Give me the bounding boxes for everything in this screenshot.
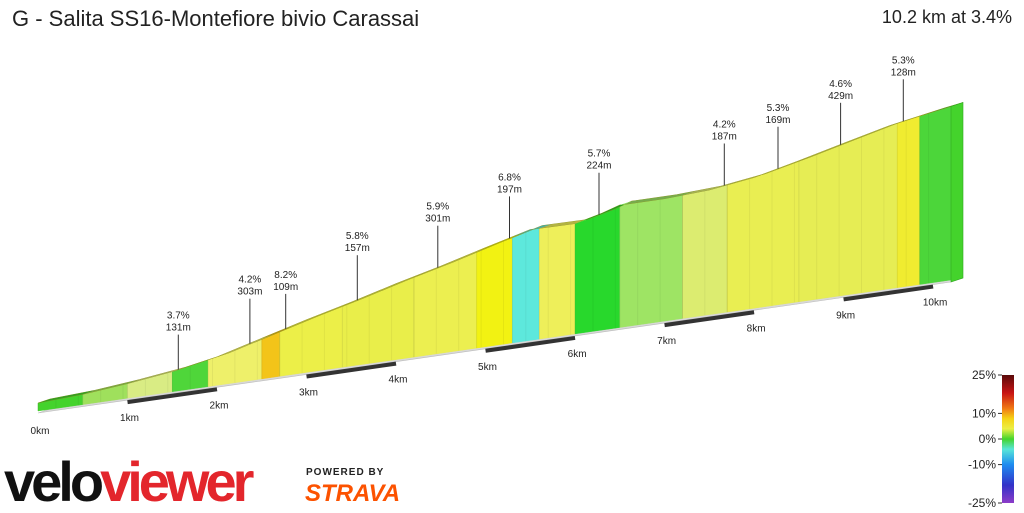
roof-segment-8 [413,247,489,277]
gradient-band-12 [574,204,620,335]
roof-segment-1 [82,379,140,395]
x-tick-label-0: 0km [31,426,50,437]
annotation-gradient-5: 6.8% [498,172,521,183]
annotation-gradient-2: 8.2% [274,270,297,281]
x-tick-label-3: 3km [299,388,318,399]
legend-label-2: 0% [979,432,997,446]
powered-by-label: POWERED BY [306,467,385,478]
km-bar-3 [306,361,397,379]
annotation-gradient-3: 5.8% [346,231,369,242]
gradient-band-17 [897,115,920,288]
x-tick-label-5: 5km [478,362,497,373]
roof-segment-11 [539,219,588,229]
annotation-length-10: 128m [891,67,916,78]
x-tick-label-1: 1km [120,413,139,424]
annotation-gradient-0: 3.7% [167,311,190,322]
annotation-length-9: 429m [828,91,853,102]
x-tick-label-8: 8km [747,323,766,334]
x-tick-label-9: 9km [836,310,855,321]
logo-text-velo: velo [4,450,104,513]
km-bar-7 [664,310,755,328]
veloviewer-logo: veloviewer [4,454,254,510]
annotation-gradient-10: 5.3% [892,55,915,66]
page-title: G - Salita SS16-Montefiore bivio Carassa… [12,6,420,31]
km-bar-5 [485,335,576,353]
roof-segment-14 [682,181,740,196]
roof-segment-13 [619,191,695,206]
gradient-band-18 [919,106,952,285]
annotation-length-3: 157m [345,243,370,254]
roof-segment-5 [261,326,292,339]
legend-label-4: -25% [968,496,996,510]
annotation-gradient-9: 4.6% [829,79,852,90]
climb-annotations: 3.7%131m4.2%303m8.2%109m5.8%157m5.9%301m… [166,55,916,370]
roof-segment-10 [512,224,552,237]
legend-label-0: 25% [972,368,996,382]
x-tick-label-2: 2km [210,400,229,411]
roof-segment-7 [342,272,426,306]
roof-segment-12 [575,201,632,224]
km-bar-9 [843,284,934,302]
roof-segment-17 [897,112,932,124]
gradient-band-15 [727,160,799,313]
gradient-band-6 [279,305,343,377]
x-tick-label-7: 7km [657,336,676,347]
annotation-length-5: 197m [497,184,522,195]
annotation-gradient-6: 5.7% [588,149,611,160]
annotation-length-4: 301m [425,214,450,225]
distance-axis: 0km 1km 2km 3km 4km 5km 6km 7km 8km 9km 10km [31,284,947,437]
annotation-length-8: 169m [765,115,790,126]
gradient-band-13 [619,194,683,328]
legend-label-1: 10% [972,406,996,420]
gradient-legend: 25% 10% 0% -10% -25% [968,368,1014,510]
roof-segment-6 [279,301,355,331]
roof-segment-3 [172,355,221,372]
annotation-gradient-1: 4.2% [239,275,262,286]
annotation-gradient-8: 5.3% [767,103,790,114]
legend-color-bar [1002,375,1014,503]
legend-label-3: -10% [968,458,996,472]
gradient-band-8 [413,251,477,358]
x-tick-label-6: 6km [568,349,587,360]
gradient-band-16 [798,123,898,303]
profile-top-surface [37,102,964,404]
gradient-band-7 [342,276,415,368]
logo-text-viewer: viewer [100,450,254,513]
roof-segment-4 [208,334,274,360]
annotation-length-7: 187m [712,132,737,143]
km-bar-1 [127,387,218,405]
roof-segment-9 [476,232,525,252]
roof-segment-0 [38,390,95,403]
gradient-band-1 [82,383,128,405]
gradient-band-9 [476,236,513,349]
annotation-length-0: 131m [166,323,191,334]
roof-segment-2 [127,367,185,384]
roof-segment-15 [727,156,811,185]
profile-end-cap [950,102,964,283]
annotation-length-1: 303m [237,287,262,298]
x-tick-label-10: 10km [923,298,947,309]
roof-segment-16 [798,119,910,161]
annotation-gradient-4: 5.9% [426,202,449,213]
annotation-length-6: 224m [586,161,611,172]
climb-summary: 10.2 km at 3.4% [881,7,1012,27]
annotation-gradient-7: 4.2% [713,120,736,131]
gradient-band-11 [539,223,576,340]
annotation-length-2: 109m [273,282,298,293]
strava-logo: STRAVA [305,480,401,507]
x-tick-label-4: 4km [389,375,408,386]
